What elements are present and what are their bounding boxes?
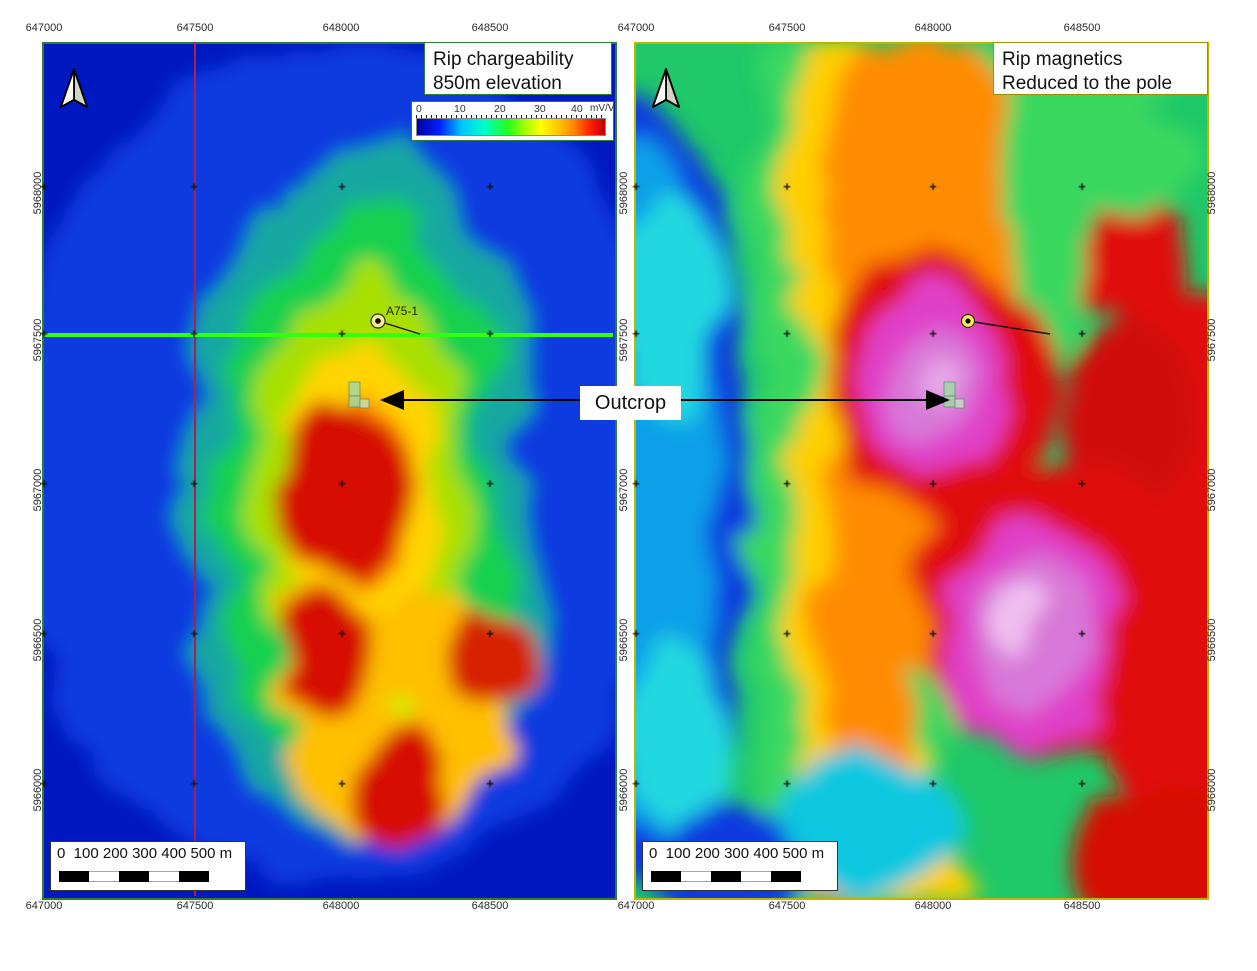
svg-text:A75-1: A75-1 <box>386 304 418 318</box>
